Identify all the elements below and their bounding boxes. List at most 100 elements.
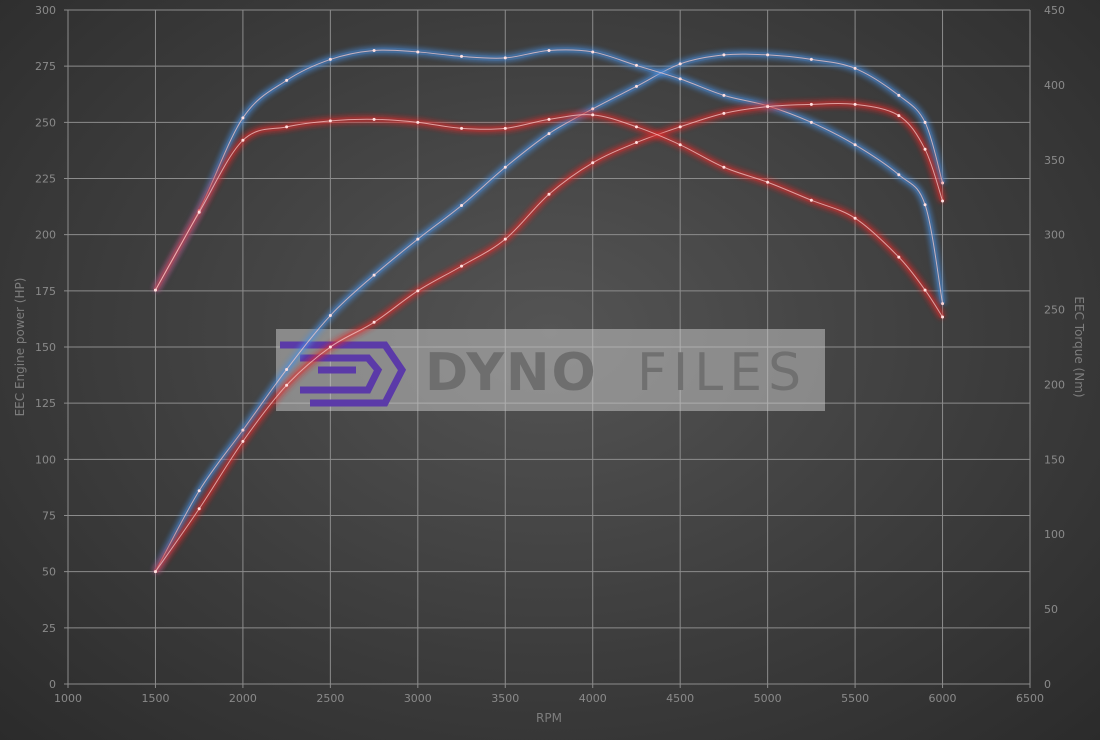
data-point: [853, 102, 857, 106]
data-point: [372, 117, 376, 121]
data-point: [197, 507, 201, 511]
data-point: [766, 105, 770, 109]
data-point: [678, 77, 682, 81]
series-line-0: [155, 53, 944, 572]
data-point: [460, 126, 464, 130]
data-point: [923, 147, 927, 151]
x-tick-label: 3500: [491, 692, 519, 705]
data-point: [416, 289, 420, 293]
data-point: [897, 255, 901, 259]
data-point: [372, 273, 376, 277]
data-point: [285, 125, 289, 129]
y2-axis-label: EEC Torque (Nm): [1072, 296, 1086, 397]
data-point: [460, 203, 464, 207]
y2-tick-label: 400: [1044, 79, 1065, 92]
y-tick-label: 125: [35, 397, 56, 410]
x-axis-label: RPM: [536, 711, 562, 725]
data-point: [328, 314, 332, 318]
x-tick-label: 6500: [1016, 692, 1044, 705]
series-glow: [153, 51, 945, 573]
y-tick-label: 100: [35, 453, 56, 466]
y2-tick-label: 50: [1044, 603, 1058, 616]
data-point: [241, 138, 245, 142]
data-point: [285, 78, 289, 82]
data-point: [634, 63, 638, 67]
data-point: [678, 143, 682, 147]
y-tick-label: 0: [49, 678, 56, 691]
y-tick-label: 175: [35, 285, 56, 298]
data-point: [285, 367, 289, 371]
data-point: [328, 345, 332, 349]
data-point: [372, 320, 376, 324]
data-point: [766, 53, 770, 57]
data-point: [634, 84, 638, 88]
x-tick-label: 2500: [316, 692, 344, 705]
data-point: [503, 237, 507, 241]
x-tick-label: 5500: [841, 692, 869, 705]
data-point: [547, 117, 551, 121]
data-point: [197, 210, 201, 214]
y2-tick-label: 100: [1044, 528, 1065, 541]
data-point: [853, 143, 857, 147]
data-point: [547, 192, 551, 196]
data-point: [547, 48, 551, 52]
data-point: [591, 161, 595, 165]
data-point: [153, 288, 157, 292]
series-glow: [153, 112, 945, 319]
data-point: [547, 132, 551, 136]
tick-labels: 1000 1500 2000 2500 3000 3500 4000 4500 5000 5500…: [35, 4, 1065, 705]
y2-tick-label: 450: [1044, 4, 1065, 17]
y-axis-label: EEC Engine power (HP): [13, 278, 27, 417]
data-point: [853, 216, 857, 220]
y-tick-label: 225: [35, 173, 56, 186]
watermark-text-light: FILES: [637, 343, 807, 403]
data-point: [809, 57, 813, 61]
series-line-3: [155, 114, 943, 318]
y-tick-label: 75: [42, 510, 56, 523]
x-tick-label: 1000: [54, 692, 82, 705]
data-point: [591, 113, 595, 117]
data-point: [634, 141, 638, 145]
data-point: [503, 56, 507, 60]
data-point: [923, 203, 927, 207]
dynofiles-watermark: DYNO FILES: [276, 329, 825, 411]
y-tick-label: 300: [35, 4, 56, 17]
data-point: [941, 315, 945, 319]
data-point: [416, 120, 420, 124]
y2-tick-label: 200: [1044, 378, 1065, 391]
data-point: [897, 173, 901, 177]
data-point: [722, 165, 726, 169]
data-point: [678, 62, 682, 66]
y2-tick-label: 250: [1044, 304, 1065, 317]
y2-tick-label: 350: [1044, 154, 1065, 167]
y-tick-label: 200: [35, 229, 56, 242]
x-tick-label: 2000: [229, 692, 257, 705]
data-point: [241, 116, 245, 120]
x-tick-label: 6000: [929, 692, 957, 705]
data-point: [897, 93, 901, 97]
data-point: [766, 180, 770, 184]
data-point: [678, 125, 682, 129]
data-point: [416, 50, 420, 54]
data-point: [503, 165, 507, 169]
data-point: [153, 570, 157, 574]
data-point: [591, 107, 595, 111]
data-point: [923, 120, 927, 124]
watermark-text-bold: DYNO: [425, 343, 598, 403]
y2-tick-label: 0: [1044, 678, 1051, 691]
data-point: [941, 302, 945, 306]
data-point: [722, 93, 726, 97]
data-point: [809, 198, 813, 202]
data-point: [897, 114, 901, 118]
y2-tick-label: 300: [1044, 229, 1065, 242]
x-tick-label: 4500: [666, 692, 694, 705]
data-point: [241, 439, 245, 443]
data-point: [460, 264, 464, 268]
data-point: [923, 288, 927, 292]
y2-tick-label: 150: [1044, 453, 1065, 466]
series-group: [153, 47, 946, 574]
data-point: [941, 199, 945, 203]
data-point: [241, 428, 245, 432]
data-point: [809, 102, 813, 106]
